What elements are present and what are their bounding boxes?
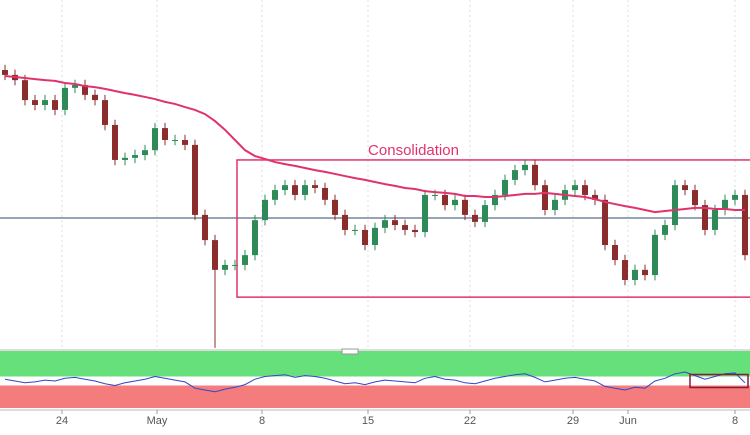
- candle-body: [412, 229, 418, 233]
- candle-body: [142, 150, 148, 156]
- candle-body: [262, 199, 268, 221]
- candle-body: [632, 269, 638, 280]
- candle-body: [522, 164, 528, 171]
- candle-body: [242, 255, 248, 265]
- candle-body: [332, 199, 338, 215]
- candle-body: [512, 170, 518, 180]
- x-tick-label: Jun: [619, 415, 637, 427]
- candle-body: [732, 194, 738, 200]
- candle-body: [622, 260, 628, 280]
- candle-body: [462, 199, 468, 215]
- candle-body: [342, 214, 348, 230]
- candle-body: [382, 220, 388, 228]
- candle-body: [542, 185, 548, 210]
- candle-body: [312, 185, 318, 188]
- candle-body: [182, 140, 188, 145]
- candle-body: [432, 194, 438, 196]
- candle-body: [62, 87, 68, 110]
- candle-body: [612, 245, 618, 261]
- x-tick-label: 15: [362, 415, 374, 427]
- candle-body: [202, 214, 208, 241]
- candle-body: [672, 185, 678, 226]
- candle-body: [102, 100, 108, 125]
- candle-body: [82, 85, 88, 95]
- candle-body: [152, 128, 158, 151]
- candle-body: [282, 185, 288, 191]
- candle-body: [192, 144, 198, 215]
- candle-body: [452, 199, 458, 206]
- candle-body: [642, 269, 648, 276]
- candle-body: [212, 240, 218, 270]
- candle-body: [552, 199, 558, 210]
- candle-body: [222, 264, 228, 270]
- x-tick-label: 8: [259, 415, 265, 427]
- oscillator-highlight: [689, 373, 749, 389]
- candle-body: [362, 229, 368, 245]
- moving-average: [4, 74, 745, 214]
- annotation-label: Consolidation: [368, 142, 459, 159]
- candle-body: [702, 205, 708, 230]
- candle-body: [422, 194, 428, 233]
- candle-body: [52, 100, 58, 110]
- candle-body: [392, 220, 398, 226]
- candle-body: [582, 185, 588, 195]
- candle-body: [492, 194, 498, 206]
- upper-band: [0, 351, 750, 377]
- x-tick-label: 22: [464, 415, 476, 427]
- candle-body: [122, 157, 128, 160]
- candle-body: [662, 225, 668, 235]
- candle-body: [42, 100, 48, 105]
- candle-body: [602, 199, 608, 245]
- candle-body: [162, 128, 168, 140]
- candle-body: [22, 80, 28, 101]
- candle-body: [682, 185, 688, 191]
- candle-body: [272, 190, 278, 200]
- candle-body: [292, 185, 298, 195]
- candle-body: [2, 70, 8, 75]
- candle-body: [712, 210, 718, 230]
- candle-body: [652, 234, 658, 276]
- candle-body: [252, 220, 258, 256]
- candle-body: [402, 225, 408, 230]
- candle-body: [502, 179, 508, 195]
- candle-body: [472, 214, 478, 222]
- candle-body: [532, 164, 538, 186]
- candle-body: [722, 199, 728, 210]
- candle-body: [112, 124, 118, 160]
- candle-body: [72, 85, 78, 88]
- candle-body: [32, 100, 38, 105]
- x-tick-label: 24: [56, 415, 68, 427]
- x-tick-label: 29: [567, 415, 579, 427]
- x-tick-label: 8: [732, 415, 738, 427]
- candle-body: [322, 187, 328, 200]
- candle-body: [352, 229, 358, 231]
- candle-body: [572, 185, 578, 191]
- candle-body: [172, 140, 178, 141]
- candle-body: [692, 190, 698, 206]
- candle-body: [592, 194, 598, 200]
- resize-handle[interactable]: [341, 348, 359, 355]
- x-tick-label: May: [147, 415, 168, 427]
- candle-body: [92, 94, 98, 101]
- candle-body: [372, 227, 378, 245]
- consolidation-box: [236, 159, 750, 298]
- candle-body: [442, 194, 448, 206]
- candle-body: [742, 194, 748, 256]
- candle-body: [302, 185, 308, 195]
- candle-body: [232, 264, 238, 266]
- lower-band: [0, 385, 750, 408]
- oscillator-line: [4, 371, 746, 393]
- candle-body: [482, 205, 488, 222]
- candle-body: [132, 155, 138, 158]
